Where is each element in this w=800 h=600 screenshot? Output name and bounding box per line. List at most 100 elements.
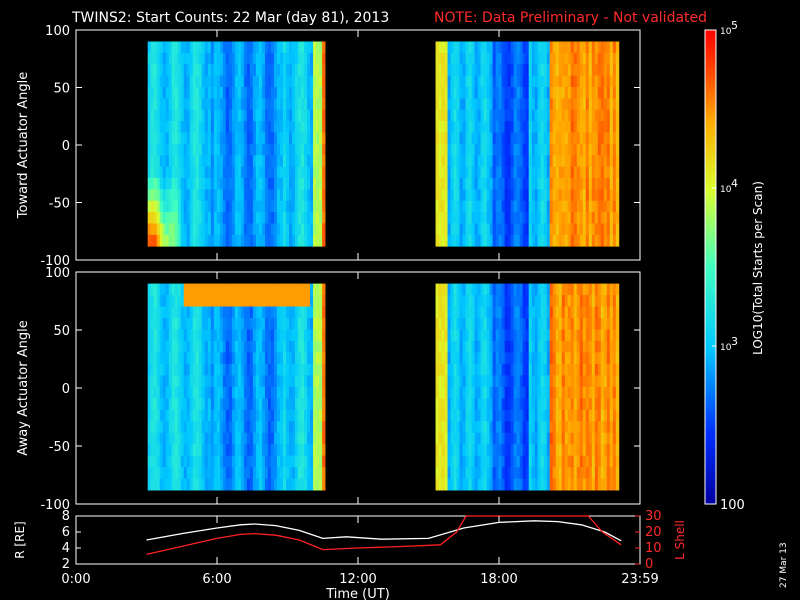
heatmap-cell <box>231 200 236 213</box>
heatmap-cell <box>519 143 524 156</box>
heatmap-cell <box>307 409 311 422</box>
heatmap-cell <box>585 234 590 247</box>
heatmap-cell <box>459 200 463 213</box>
heatmap-cell <box>588 200 593 213</box>
heatmap-cell <box>447 98 451 111</box>
heatmap-cell <box>534 432 539 445</box>
heatmap-cell <box>198 352 203 365</box>
heatmap-cell <box>171 121 176 133</box>
heatmap-cell <box>183 109 188 122</box>
heatmap-cell <box>534 409 539 422</box>
heatmap-cell <box>286 155 290 167</box>
heatmap-cell <box>492 478 497 491</box>
heatmap-cell <box>492 386 497 399</box>
heatmap-cell <box>453 155 457 167</box>
heatmap-cell <box>594 121 599 133</box>
heatmap-cell <box>183 177 188 190</box>
heatmap-cell <box>495 386 500 399</box>
heatmap-cell <box>504 306 509 319</box>
heatmap-cell <box>237 478 242 491</box>
heatmap-cell <box>186 132 191 145</box>
heatmap-cell <box>156 75 161 88</box>
heatmap-cell <box>480 409 485 422</box>
heatmap-cell <box>213 41 218 54</box>
heatmap-cell <box>438 86 442 99</box>
heatmap-cell <box>549 421 554 434</box>
heatmap-cell <box>286 41 290 54</box>
heatmap-cell <box>603 444 608 457</box>
heatmap-cell <box>609 295 614 307</box>
heatmap-cell <box>237 86 242 99</box>
heatmap-cell <box>528 295 533 307</box>
heatmap-cell <box>210 318 215 330</box>
heatmap-cell <box>588 386 593 399</box>
heatmap-cell <box>543 318 548 330</box>
heatmap-cell <box>189 132 194 145</box>
heatmap-cell <box>522 166 527 179</box>
heatmap-cell <box>615 409 620 422</box>
heatmap-cell <box>483 295 488 307</box>
heatmap-cell <box>606 166 611 179</box>
heatmap-cell <box>228 223 233 236</box>
heatmap-cell <box>210 121 215 133</box>
heatmap-cell <box>588 444 593 457</box>
heatmap-cell <box>231 166 236 179</box>
heatmap-cell <box>519 223 524 236</box>
heatmap-cell <box>189 295 194 307</box>
heatmap-cell <box>540 295 545 307</box>
heatmap-cell <box>465 121 469 133</box>
heatmap-cell <box>543 295 548 307</box>
heatmap-cell <box>304 432 308 445</box>
heatmap-cell <box>570 121 575 133</box>
heatmap-cell <box>549 121 554 133</box>
heatmap-cell <box>609 398 614 411</box>
heatmap-cell <box>279 177 284 190</box>
heatmap-cell <box>219 455 224 468</box>
heatmap-cell <box>261 455 266 468</box>
heatmap-cell <box>573 444 578 457</box>
heatmap-cell <box>237 189 242 202</box>
heatmap-cell <box>313 352 317 365</box>
heatmap-cell <box>295 155 299 167</box>
heatmap-cell <box>600 189 605 202</box>
heatmap-cell <box>612 455 617 468</box>
heatmap-cell <box>510 409 515 422</box>
heatmap-cell <box>540 189 545 202</box>
heatmap-cell <box>450 64 454 77</box>
heatmap-cell <box>465 421 469 434</box>
heatmap-cell <box>579 283 584 296</box>
heatmap-cell <box>483 352 488 365</box>
heatmap-cell <box>600 223 605 236</box>
heatmap-cell <box>510 295 515 307</box>
heatmap-cell <box>207 478 212 491</box>
heatmap-cell <box>264 75 269 88</box>
heatmap-cell <box>316 421 320 434</box>
heatmap-cell <box>483 467 488 480</box>
heatmap-cell <box>522 478 527 491</box>
heatmap-cell <box>261 52 266 65</box>
heatmap-cell <box>174 86 179 99</box>
heatmap-cell <box>495 478 500 491</box>
heatmap-cell <box>489 189 494 202</box>
heatmap-cell <box>180 478 185 491</box>
heatmap-cell <box>189 375 194 388</box>
heatmap-cell <box>438 340 442 353</box>
heatmap-cell <box>615 318 620 330</box>
heatmap-cell <box>162 64 167 77</box>
heatmap-cell <box>210 109 215 122</box>
heatmap-cell <box>295 455 299 468</box>
heatmap-cell <box>594 386 599 399</box>
heatmap-cell <box>471 143 476 156</box>
heatmap-cell <box>519 75 524 88</box>
heatmap-cell <box>537 132 542 145</box>
heatmap-cell <box>552 363 557 376</box>
heatmap-cell <box>147 478 152 491</box>
heatmap-cell <box>276 155 281 167</box>
heatmap-cell <box>438 200 442 213</box>
heatmap-cell <box>492 143 497 156</box>
heatmap-cell <box>501 306 506 319</box>
heatmap-cell <box>435 64 439 77</box>
heatmap-cell <box>435 283 439 296</box>
heatmap-cell <box>597 234 602 247</box>
heatmap-cell <box>441 295 445 307</box>
